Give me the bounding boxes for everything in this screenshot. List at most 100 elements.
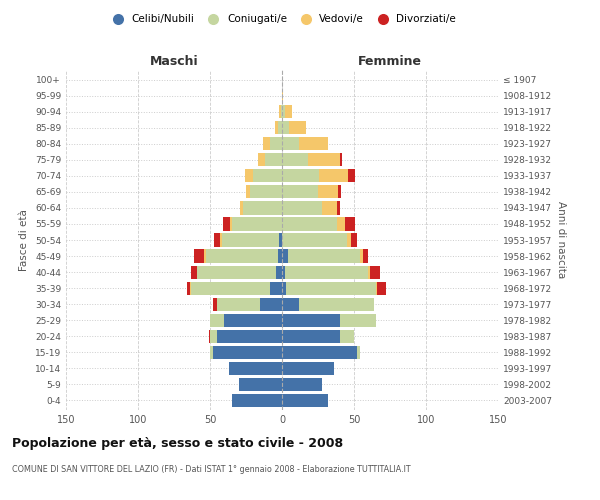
Bar — [282, 330, 340, 343]
Bar — [204, 250, 206, 262]
Bar — [278, 250, 282, 262]
Text: Femmine: Femmine — [358, 56, 422, 68]
Bar — [210, 346, 213, 359]
Bar — [282, 218, 337, 230]
Legend: Celibi/Nubili, Coniugati/e, Vedovi/e, Divorziati/e: Celibi/Nubili, Coniugati/e, Vedovi/e, Di… — [104, 10, 460, 29]
Bar — [362, 250, 368, 262]
Bar — [340, 330, 354, 343]
Bar — [279, 234, 282, 246]
Bar — [281, 105, 282, 118]
Bar — [282, 137, 299, 150]
Bar — [229, 362, 282, 375]
Bar — [318, 186, 338, 198]
Bar — [232, 394, 282, 407]
Bar — [282, 89, 283, 102]
Bar — [209, 330, 210, 343]
Bar — [282, 170, 319, 182]
Text: Maschi: Maschi — [149, 56, 199, 68]
Bar — [275, 121, 278, 134]
Bar — [197, 266, 276, 278]
Bar — [282, 362, 334, 375]
Bar — [263, 137, 271, 150]
Bar — [220, 234, 221, 246]
Bar — [206, 250, 278, 262]
Bar — [217, 298, 260, 310]
Bar — [319, 170, 348, 182]
Bar — [285, 105, 292, 118]
Bar — [191, 282, 271, 294]
Bar — [243, 202, 282, 214]
Bar — [278, 121, 282, 134]
Bar — [282, 282, 286, 294]
Bar — [357, 346, 360, 359]
Bar — [282, 266, 285, 278]
Bar — [260, 298, 282, 310]
Bar — [377, 282, 386, 294]
Bar — [299, 137, 328, 150]
Text: COMUNE DI SAN VITTORE DEL LAZIO (FR) - Dati ISTAT 1° gennaio 2008 - Elaborazione: COMUNE DI SAN VITTORE DEL LAZIO (FR) - D… — [12, 466, 410, 474]
Bar — [282, 250, 288, 262]
Bar — [348, 170, 355, 182]
Bar — [346, 218, 355, 230]
Bar — [368, 266, 370, 278]
Bar — [308, 153, 340, 166]
Bar — [245, 170, 253, 182]
Bar — [360, 250, 362, 262]
Bar — [288, 250, 360, 262]
Bar — [221, 234, 279, 246]
Bar — [285, 266, 368, 278]
Bar — [282, 234, 347, 246]
Bar — [282, 298, 299, 310]
Bar — [271, 282, 282, 294]
Bar — [322, 202, 337, 214]
Bar — [232, 218, 282, 230]
Text: Popolazione per età, sesso e stato civile - 2008: Popolazione per età, sesso e stato civil… — [12, 438, 343, 450]
Bar — [214, 234, 220, 246]
Bar — [187, 282, 190, 294]
Bar — [276, 266, 282, 278]
Bar — [210, 314, 224, 327]
Bar — [257, 153, 265, 166]
Bar — [340, 314, 376, 327]
Bar — [265, 153, 282, 166]
Bar — [376, 282, 377, 294]
Bar — [370, 266, 380, 278]
Bar — [337, 202, 340, 214]
Bar — [299, 298, 374, 310]
Bar — [337, 218, 346, 230]
Bar — [246, 186, 250, 198]
Bar — [282, 394, 328, 407]
Bar — [213, 298, 217, 310]
Bar — [289, 121, 307, 134]
Bar — [271, 137, 282, 150]
Bar — [253, 170, 282, 182]
Bar — [282, 153, 308, 166]
Bar — [286, 282, 376, 294]
Bar — [224, 314, 282, 327]
Bar — [194, 250, 204, 262]
Bar — [190, 282, 191, 294]
Y-axis label: Fasce di età: Fasce di età — [19, 209, 29, 271]
Bar — [347, 234, 351, 246]
Bar — [239, 378, 282, 391]
Bar — [282, 378, 322, 391]
Bar — [282, 314, 340, 327]
Bar — [338, 186, 341, 198]
Bar — [351, 234, 357, 246]
Bar — [217, 330, 282, 343]
Bar — [340, 153, 343, 166]
Bar — [282, 186, 318, 198]
Bar — [223, 218, 230, 230]
Bar — [213, 346, 282, 359]
Bar — [282, 121, 289, 134]
Bar — [282, 346, 357, 359]
Bar — [279, 105, 281, 118]
Bar — [282, 202, 322, 214]
Bar — [210, 330, 217, 343]
Bar — [230, 218, 232, 230]
Bar — [240, 202, 243, 214]
Bar — [250, 186, 282, 198]
Bar — [191, 266, 197, 278]
Y-axis label: Anni di nascita: Anni di nascita — [556, 202, 566, 278]
Bar — [282, 105, 285, 118]
